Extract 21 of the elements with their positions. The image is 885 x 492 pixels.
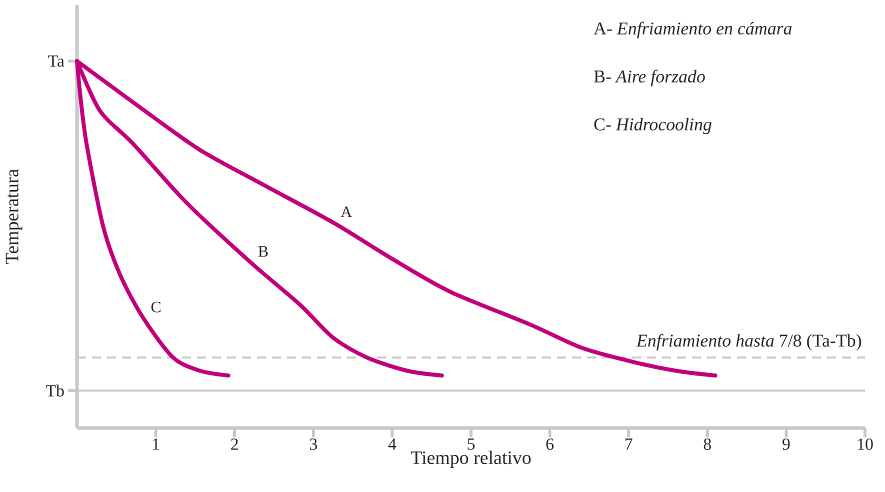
- annotation: Tb: [46, 384, 64, 397]
- text: A- Enfriamiento en cámara: [594, 22, 792, 38]
- series-label: B: [258, 246, 268, 257]
- series-label: C: [151, 302, 160, 312]
- x-tick-label: 7: [625, 438, 632, 450]
- x-tick-label: 3: [310, 438, 317, 450]
- x-tick-label: 2: [231, 438, 238, 450]
- x-tick-label: 6: [546, 438, 554, 450]
- x-tick-label: 10: [858, 438, 873, 450]
- x-tick-label: 1: [153, 438, 160, 450]
- x-tick-label: 5: [468, 438, 475, 450]
- x-tick-label: 9: [782, 438, 790, 450]
- x-axis-title: Tiempo relativo: [410, 450, 531, 468]
- annotation: Ta: [48, 55, 64, 67]
- series-label: A: [340, 206, 352, 218]
- annotation: C- Hidrocooling: [594, 118, 712, 134]
- y-axis-title: Temperatura: [6, 169, 22, 264]
- x-tick-label: 4: [388, 438, 396, 450]
- annotation: B- Aire forzado: [594, 70, 705, 86]
- ref-line-label: Enfriamiento hasta 7/8 (Ta-Tb): [636, 334, 862, 350]
- x-tick-label: 8: [704, 438, 712, 450]
